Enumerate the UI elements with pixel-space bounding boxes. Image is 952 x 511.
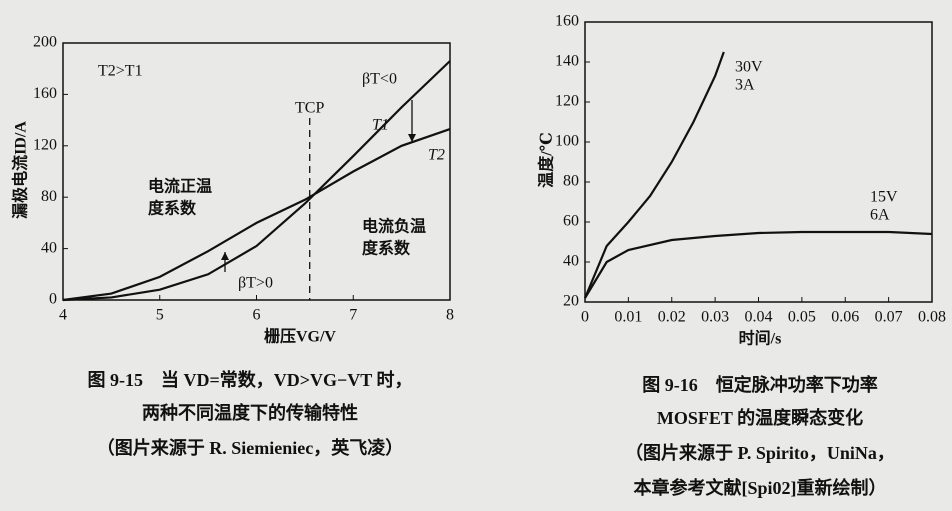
x-tick-label: 0.02 bbox=[658, 309, 686, 326]
x-tick-label: 0.08 bbox=[918, 309, 946, 326]
y-tick-label: 200 bbox=[33, 34, 57, 51]
y-tick-label: 40 bbox=[41, 239, 57, 256]
x-tick-label: 8 bbox=[446, 307, 454, 324]
y-axis-label: 温度/℃ bbox=[537, 132, 556, 189]
x-tick-label: 0.03 bbox=[701, 309, 729, 326]
x-tick-label: 4 bbox=[59, 307, 67, 324]
annotation: 电流负温 bbox=[362, 217, 426, 236]
y-axis-label: 漏极电流ID/A bbox=[11, 121, 30, 219]
x-tick-label: 5 bbox=[156, 307, 164, 324]
caption: 图 9-16 恒定脉冲功率下功率 bbox=[642, 374, 878, 395]
series-label: T2 bbox=[428, 147, 445, 164]
y-tick-label: 100 bbox=[555, 133, 579, 150]
arrow-head bbox=[408, 134, 416, 142]
series-line bbox=[62, 60, 451, 302]
x-tick-label: 6 bbox=[253, 307, 261, 324]
y-tick-label: 80 bbox=[41, 188, 57, 205]
caption: 图 9-15 当 VD=常数，VD>VG−VT 时， bbox=[88, 369, 413, 390]
x-tick-label: 0.05 bbox=[788, 309, 816, 326]
arrow-head bbox=[221, 252, 229, 260]
series-label: 3A bbox=[735, 77, 755, 94]
series-label: 15V bbox=[870, 189, 898, 206]
y-tick-label: 160 bbox=[33, 85, 57, 102]
y-tick-label: 160 bbox=[555, 13, 579, 30]
caption: 两种不同温度下的传输特性 bbox=[142, 402, 358, 423]
x-tick-label: 7 bbox=[349, 307, 357, 324]
y-tick-label: 120 bbox=[33, 136, 57, 153]
y-tick-label: 20 bbox=[563, 293, 579, 310]
series-line bbox=[62, 128, 451, 302]
x-tick-label: 0.04 bbox=[745, 309, 773, 326]
series-line bbox=[584, 230, 933, 299]
annotation: 度系数 bbox=[362, 239, 411, 258]
x-axis-label: 栅压VG/V bbox=[264, 327, 336, 346]
caption: MOSFET 的温度瞬态变化 bbox=[657, 407, 863, 428]
caption: （图片来源于 P. Spirito，UniNa， bbox=[625, 442, 895, 463]
y-tick-label: 140 bbox=[555, 53, 579, 70]
series-line bbox=[583, 51, 725, 299]
annotation: T2>T1 bbox=[98, 63, 143, 80]
y-tick-label: 120 bbox=[555, 93, 579, 110]
y-tick-label: 40 bbox=[563, 253, 579, 270]
series-label: 6A bbox=[870, 207, 890, 224]
annotation: 电流正温 bbox=[148, 177, 212, 196]
y-tick-label: 0 bbox=[49, 291, 57, 308]
annotation: βT<0 bbox=[362, 71, 397, 88]
y-tick-label: 60 bbox=[563, 213, 579, 230]
x-tick-label: 0.01 bbox=[614, 309, 642, 326]
caption: （图片来源于 R. Siemieniec，英飞凌） bbox=[97, 437, 403, 458]
x-axis-label: 时间/s bbox=[739, 329, 782, 348]
annotation: βT>0 bbox=[238, 275, 273, 292]
caption: 本章参考文献[Spi02]重新绘制） bbox=[633, 477, 886, 498]
x-tick-label: 0.06 bbox=[831, 309, 859, 326]
y-tick-label: 80 bbox=[563, 173, 579, 190]
x-tick-label: 0 bbox=[581, 309, 589, 326]
x-tick-label: 0.07 bbox=[875, 309, 903, 326]
series-label: T1 bbox=[372, 117, 389, 134]
tcp-label: TCP bbox=[295, 100, 324, 117]
annotation: 度系数 bbox=[148, 199, 197, 218]
series-label: 30V bbox=[735, 59, 763, 76]
